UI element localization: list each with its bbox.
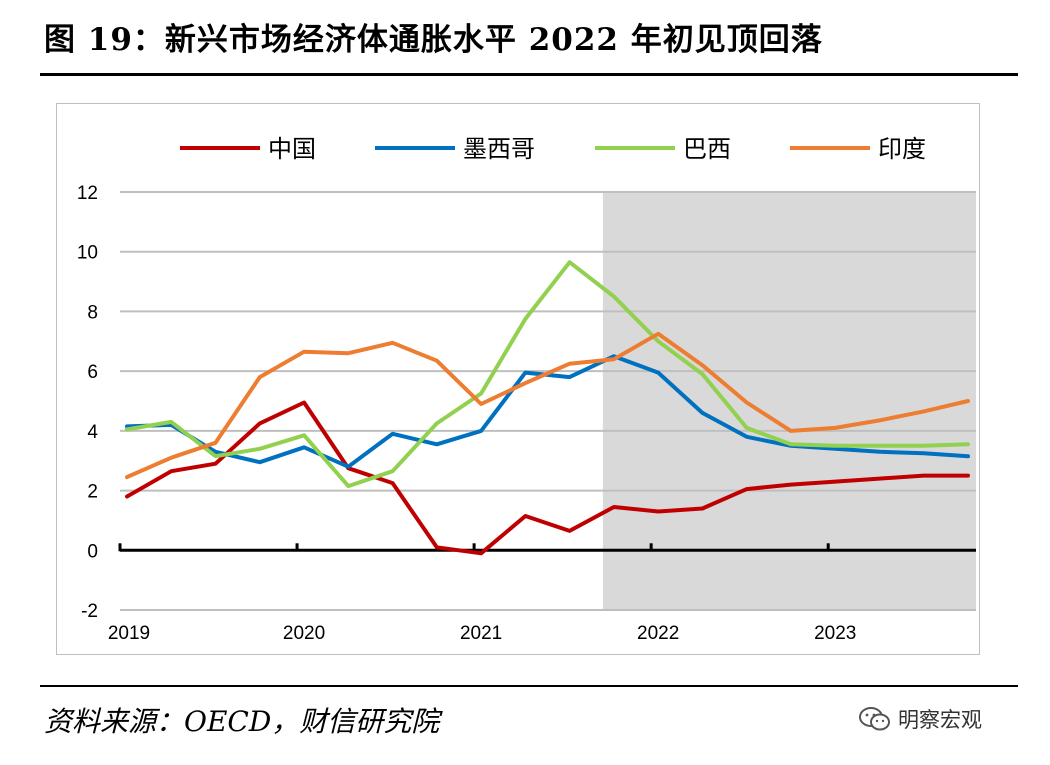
source-rule — [40, 685, 1018, 687]
series-line — [125, 331, 970, 480]
y-tick-label: 12 — [77, 183, 98, 204]
x-tick-label: 2023 — [814, 623, 856, 644]
y-tick-label: 2 — [87, 482, 98, 503]
chart-frame — [56, 103, 980, 655]
shaded-region-rect — [602, 192, 976, 610]
page-title: 图 19：新兴市场经济体通胀水平 2022 年初见顶回落 — [44, 22, 823, 58]
y-tick-label: -2 — [81, 601, 98, 622]
series-lines — [125, 260, 970, 556]
legend: 中国 墨西哥 巴西 印度 — [180, 136, 926, 163]
x-tick-label: 2021 — [460, 623, 502, 644]
y-tick-label: 10 — [77, 243, 98, 264]
x-tick-label: 2022 — [637, 623, 679, 644]
x-axis: 2019 2020 2021 2022 2023 — [108, 543, 976, 644]
y-tick-label: 0 — [87, 541, 98, 562]
title-rule — [40, 73, 1018, 76]
y-axis-tick-labels: -2 0 2 4 6 8 10 12 — [77, 183, 99, 622]
forecast-shaded-region — [602, 192, 976, 610]
watermark: 明察宏观 — [858, 704, 982, 734]
legend-label: 墨西哥 — [463, 136, 535, 163]
gridlines — [120, 191, 976, 611]
series-line — [125, 400, 970, 556]
legend-label: 巴西 — [683, 136, 731, 163]
legend-label: 中国 — [268, 136, 316, 163]
x-tick-label: 2020 — [283, 623, 325, 644]
series-line — [125, 260, 970, 489]
y-tick-label: 8 — [87, 302, 98, 323]
x-tick-label: 2019 — [108, 623, 150, 644]
watermark-text: 明察宏观 — [898, 708, 982, 732]
wechat-icon — [859, 707, 890, 731]
y-tick-label: 4 — [87, 422, 98, 443]
source-note: 资料来源：OECD，财信研究院 — [44, 705, 440, 738]
legend-label: 印度 — [878, 136, 926, 163]
y-tick-label: 6 — [87, 362, 98, 383]
